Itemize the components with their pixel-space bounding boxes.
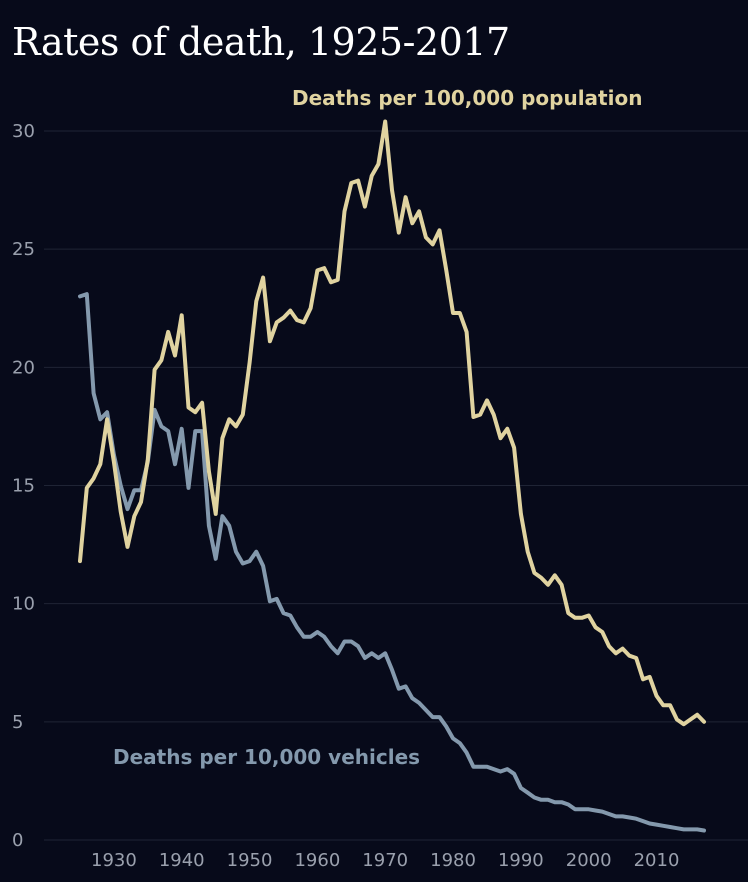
- x-tick-label: 1950: [227, 850, 273, 871]
- y-tick-label: 0: [12, 830, 23, 851]
- series-labels: Deaths per 100,000 population Deaths per…: [113, 86, 642, 769]
- x-tick-label: 1960: [294, 850, 340, 871]
- y-tick-label: 15: [12, 476, 35, 497]
- x-tick-label: 1940: [159, 850, 205, 871]
- x-tick-label: 2010: [634, 850, 680, 871]
- x-tick-label: 1990: [498, 850, 544, 871]
- y-tick-label: 25: [12, 239, 35, 260]
- series-line-vehicles: [78, 292, 706, 833]
- grid-lines: [44, 130, 748, 841]
- y-tick-label: 5: [12, 712, 23, 733]
- y-tick-label: 10: [12, 594, 35, 615]
- series-line-population: [78, 119, 706, 727]
- x-axis-ticks: 1930 1940 1950 1960 1970 1980 1990 2000 2010: [91, 850, 679, 871]
- x-tick-label: 1930: [91, 850, 137, 871]
- y-axis-ticks: 0 5 10 15 20 25 30: [12, 121, 35, 851]
- series-label-population: Deaths per 100,000 population: [292, 86, 642, 110]
- chart-title: Rates of death, 1925-2017: [12, 20, 510, 64]
- x-tick-label: 1970: [362, 850, 408, 871]
- y-tick-label: 30: [12, 121, 35, 142]
- x-tick-label: 2000: [566, 850, 612, 871]
- y-tick-label: 20: [12, 357, 35, 378]
- x-tick-label: 1980: [430, 850, 476, 871]
- series-lines: [78, 119, 706, 833]
- series-label-vehicles: Deaths per 10,000 vehicles: [113, 745, 420, 769]
